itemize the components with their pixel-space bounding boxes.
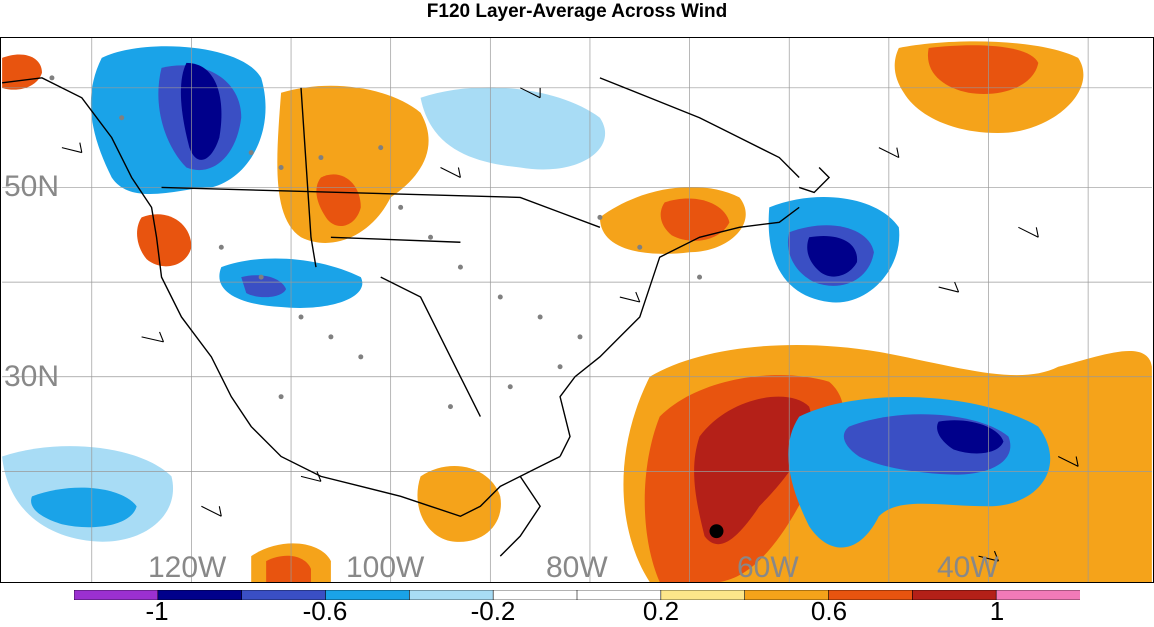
colorbar-swatch [995,590,1080,600]
colorbar-swatch [157,590,243,600]
lon-label-40w: 40W [937,551,999,584]
colorbar-label: -1 [145,596,169,626]
lat-label-50n: 50N [4,170,60,203]
station-dots [49,75,703,410]
contour-fields [2,41,1152,582]
coastlines-and-borders [2,77,831,557]
colorbar-label: -0.2 [470,596,516,626]
lat-label-30n: 30N [4,360,60,393]
colorbar-swatch [912,590,997,600]
lon-label-120w: 120W [148,551,227,584]
colorbar-label: 0.6 [810,596,848,626]
lon-label-60w: 60W [737,551,799,584]
storm-center-marker [709,524,724,539]
lon-label-80w: 80W [546,551,608,584]
wind-barbs [61,87,1079,562]
colorbar [74,590,1080,600]
colorbar-label: 1 [989,596,1005,626]
colorbar-label: -0.6 [302,596,348,626]
graticule [2,38,1152,582]
wind-map [0,37,1154,583]
colorbar-label: 0.2 [642,596,680,626]
map-title: F120 Layer-Average Across Wind [426,1,728,22]
lon-label-100w: 100W [346,551,425,584]
